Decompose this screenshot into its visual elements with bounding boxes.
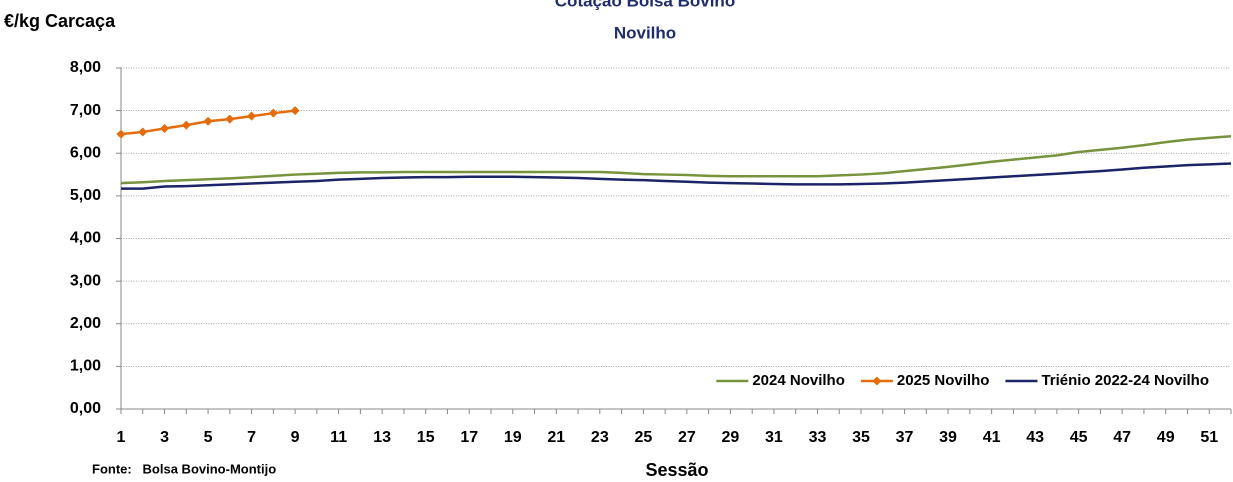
x-tick-label: 1 — [117, 429, 126, 446]
series-line — [121, 162, 1232, 190]
legend-label: 2024 Novilho — [752, 372, 845, 389]
point-marker — [268, 108, 278, 118]
x-axis-label: Sessão — [645, 460, 708, 480]
x-tick-label: 29 — [722, 429, 740, 446]
point-marker — [203, 116, 213, 126]
x-tick-label: 37 — [896, 429, 914, 446]
x-tick-label: 35 — [852, 429, 870, 446]
x-tick-label: 17 — [460, 429, 478, 446]
x-tick-label: 43 — [1026, 429, 1044, 446]
point-marker — [181, 120, 191, 130]
y-tick-label: 8,00 — [70, 59, 101, 76]
x-tick-label: 27 — [678, 429, 696, 446]
point-marker — [116, 129, 126, 139]
source-note: Fonte: Bolsa Bovino-Montijo — [92, 461, 276, 476]
point-marker — [160, 124, 170, 134]
chart-title: Cotação Bolsa Bovino — [555, 0, 735, 10]
x-tick-label: 49 — [1157, 429, 1175, 446]
y-tick-label: 0,00 — [70, 400, 101, 417]
y-tick-label: 5,00 — [70, 187, 101, 204]
x-tick-label: 31 — [765, 429, 783, 446]
x-tick-label: 51 — [1200, 429, 1218, 446]
y-axis-label: €/kg Carcaça — [4, 11, 116, 31]
legend-marker — [872, 376, 882, 386]
x-tick-label: 47 — [1113, 429, 1131, 446]
x-tick-label: 41 — [983, 429, 1001, 446]
chart-subtitle: Novilho — [614, 23, 676, 42]
y-tick-label: 7,00 — [70, 102, 101, 119]
x-tick-label: 19 — [504, 429, 522, 446]
x-tick-label: 39 — [939, 429, 957, 446]
point-marker — [290, 106, 300, 116]
point-marker — [225, 114, 235, 124]
y-tick-label: 3,00 — [70, 272, 101, 289]
x-tick-label: 21 — [547, 429, 565, 446]
y-tick-label: 4,00 — [70, 230, 101, 247]
x-tick-label: 23 — [591, 429, 609, 446]
x-tick-label: 5 — [204, 429, 213, 446]
x-tick-label: 9 — [291, 429, 300, 446]
legend-label: Triénio 2022-24 Novilho — [1041, 372, 1209, 389]
y-tick-label: 6,00 — [70, 144, 101, 161]
legend-label: 2025 Novilho — [897, 372, 990, 389]
x-tick-label: 33 — [809, 429, 827, 446]
x-tick-label: 15 — [417, 429, 435, 446]
series-line — [120, 134, 1232, 185]
y-tick-label: 2,00 — [70, 315, 101, 332]
x-tick-label: 11 — [330, 429, 347, 446]
point-marker — [138, 127, 148, 137]
x-tick-label: 25 — [634, 429, 652, 446]
x-tick-label: 3 — [160, 429, 169, 446]
point-marker — [247, 111, 257, 121]
y-tick-label: 1,00 — [70, 358, 101, 375]
x-tick-label: 13 — [373, 429, 391, 446]
x-tick-label: 7 — [247, 429, 256, 446]
x-tick-label: 45 — [1070, 429, 1088, 446]
